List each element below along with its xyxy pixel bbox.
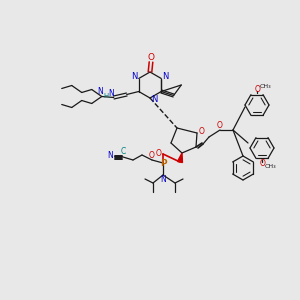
Text: N: N (108, 89, 114, 98)
Text: O: O (260, 160, 266, 169)
Text: O: O (255, 85, 261, 94)
Text: O: O (217, 121, 223, 130)
Text: N: N (107, 152, 113, 160)
Text: N: N (97, 87, 103, 96)
Text: N: N (162, 72, 168, 81)
Text: O: O (148, 53, 154, 62)
Text: O: O (149, 151, 155, 160)
Text: N: N (160, 176, 166, 184)
Text: C: C (120, 148, 126, 157)
Text: P: P (160, 158, 166, 167)
Text: N: N (132, 72, 138, 81)
Polygon shape (178, 153, 182, 163)
Text: O: O (156, 149, 162, 158)
Text: CH₃: CH₃ (264, 164, 276, 169)
Text: CH₃: CH₃ (259, 85, 271, 89)
Text: N: N (151, 95, 157, 104)
Text: H: H (103, 92, 108, 98)
Text: O: O (199, 128, 205, 136)
